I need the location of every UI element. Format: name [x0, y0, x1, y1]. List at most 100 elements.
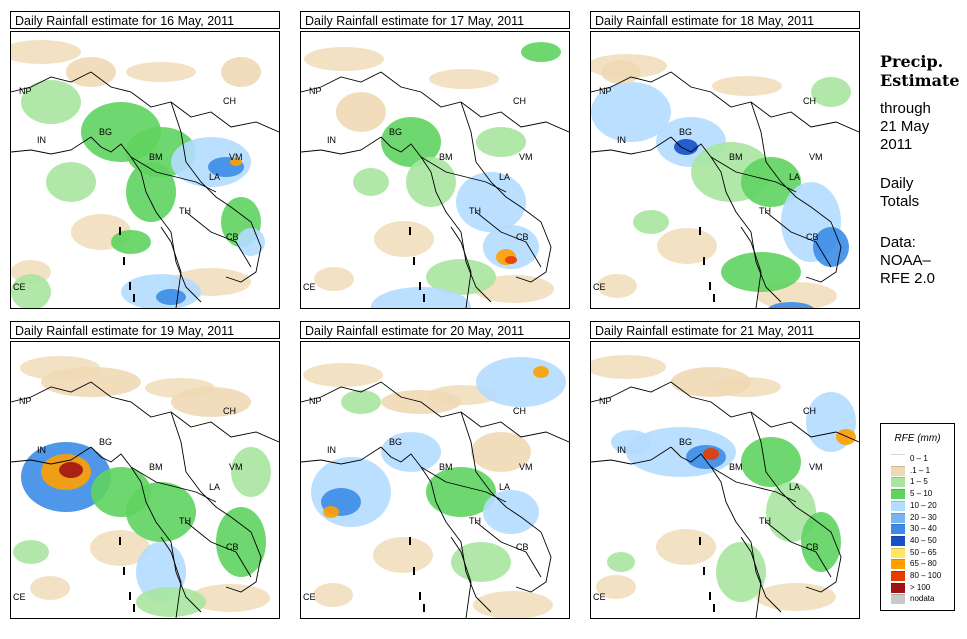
through-text: through: [880, 100, 931, 117]
country-label-ch: CH: [513, 96, 526, 106]
rainfall-area: [607, 552, 635, 572]
legend-item: 0 – 1: [891, 454, 928, 464]
legend-swatch: [891, 524, 905, 535]
rainfall-area: [136, 587, 206, 617]
rfe-text: RFE 2.0: [880, 270, 936, 287]
country-border: [475, 211, 542, 268]
country-border: [11, 136, 92, 155]
rainfall-area: [221, 57, 261, 87]
country-label-ce: CE: [13, 282, 26, 292]
heading-precip: Precip.: [880, 52, 944, 71]
data-label: Data:: [880, 234, 916, 251]
rainfall-area: [476, 127, 526, 157]
island-marker: [123, 567, 125, 575]
country-label-vm: VM: [519, 152, 533, 162]
island-marker: [409, 227, 411, 235]
map-panel-19-may: Daily Rainfall estimate for 19 May, 2011…: [10, 321, 280, 619]
map-graphic: NP IN BG CH BM VM LA TH CB CE: [301, 357, 569, 618]
country-label-ch: CH: [803, 96, 816, 106]
country-border: [420, 466, 507, 503]
rainfall-area: [371, 287, 471, 308]
map-panel-20-may: Daily Rainfall estimate for 20 May, 2011…: [300, 321, 570, 619]
rainfall-area: [591, 82, 671, 142]
daily-text: Daily: [880, 175, 914, 192]
country-label-in: IN: [617, 135, 626, 145]
dry-patch: [304, 47, 384, 71]
rainfall-area: [46, 162, 96, 202]
rainfall-area: [126, 482, 196, 542]
country-label-vm: VM: [229, 462, 243, 472]
rainfall-area: [336, 92, 386, 132]
legend-swatch: [891, 454, 905, 464]
rainfall-area: [230, 158, 242, 166]
rainfall-area: [716, 542, 766, 602]
legend-swatch: [891, 465, 905, 476]
rainfall-area: [237, 228, 265, 256]
dry-patch: [303, 363, 383, 387]
country-label-in: IN: [327, 445, 336, 455]
country-border: [11, 446, 92, 465]
map-panel-21-may: Daily Rainfall estimate for 21 May, 2011…: [590, 321, 860, 619]
country-border: [460, 101, 552, 283]
rainfall-area: [521, 42, 561, 62]
rainfall-area: [231, 447, 271, 497]
country-label-th: TH: [469, 206, 481, 216]
rainfall-area: [426, 259, 496, 295]
rainfall-area: [768, 302, 814, 308]
country-label-th: TH: [179, 206, 191, 216]
legend-swatch: [891, 535, 905, 546]
dry-patch: [591, 355, 666, 379]
island-marker: [709, 282, 711, 290]
country-border: [670, 136, 782, 303]
rainfall-area: [505, 256, 517, 264]
rainfall-area: [456, 172, 526, 232]
panel-title: Daily Rainfall estimate for 18 May, 2011: [590, 11, 860, 29]
country-label-np: NP: [599, 396, 612, 406]
legend-swatch: [891, 477, 905, 488]
dry-patch: [473, 591, 553, 618]
country-label-vm: VM: [809, 462, 823, 472]
country-label-np: NP: [19, 86, 32, 96]
rainfall-area: [171, 387, 251, 417]
country-label-in: IN: [37, 135, 46, 145]
country-border: [765, 211, 832, 268]
map-graphic: NP IN BG CH BM VM LA TH CB CE: [11, 40, 279, 308]
rainfall-area: [611, 430, 651, 454]
panel-title: Daily Rainfall estimate for 16 May, 2011: [10, 11, 280, 29]
country-label-bg: BG: [679, 437, 692, 447]
legend-label: 20 – 30: [910, 512, 937, 522]
rainfall-legend: RFE (mm) 0 – 1 .1 – 1 1 – 5 5 – 10 10 – 20 20…: [880, 423, 955, 611]
country-border: [380, 136, 492, 303]
country-label-ce: CE: [303, 592, 316, 602]
country-border: [160, 226, 182, 308]
rainfall-area: [633, 210, 669, 234]
rainfall-area: [836, 429, 856, 445]
period-text: through 21 May 2011: [880, 100, 931, 154]
legend-swatch: [891, 489, 905, 500]
island-marker: [423, 604, 425, 612]
country-label-np: NP: [309, 86, 322, 96]
island-marker: [129, 282, 131, 290]
country-label-la: LA: [499, 482, 510, 492]
rainfall-area: [111, 230, 151, 254]
country-label-ch: CH: [223, 406, 236, 416]
country-label-bg: BG: [99, 127, 112, 137]
dry-patch: [11, 40, 81, 64]
country-border: [475, 521, 542, 578]
country-border: [750, 101, 842, 283]
island-marker: [419, 282, 421, 290]
totals-text: Daily Totals: [880, 175, 919, 211]
rainfall-area: [426, 467, 496, 517]
rainfall-map: NP IN BG CH BM VM LA TH CB CE: [590, 341, 860, 619]
map-graphic: NP IN BG CH BM VM LA TH CB CE: [301, 42, 569, 308]
rainfall-area: [451, 542, 511, 582]
country-label-bm: BM: [439, 152, 453, 162]
country-border: [380, 446, 492, 613]
rainfall-area: [11, 274, 51, 308]
legend-label: 10 – 20: [910, 500, 937, 510]
country-border: [460, 411, 552, 593]
country-label-np: NP: [19, 396, 32, 406]
country-label-ce: CE: [593, 282, 606, 292]
legend-item: 1 – 5: [891, 477, 928, 488]
dry-patch: [712, 76, 782, 96]
